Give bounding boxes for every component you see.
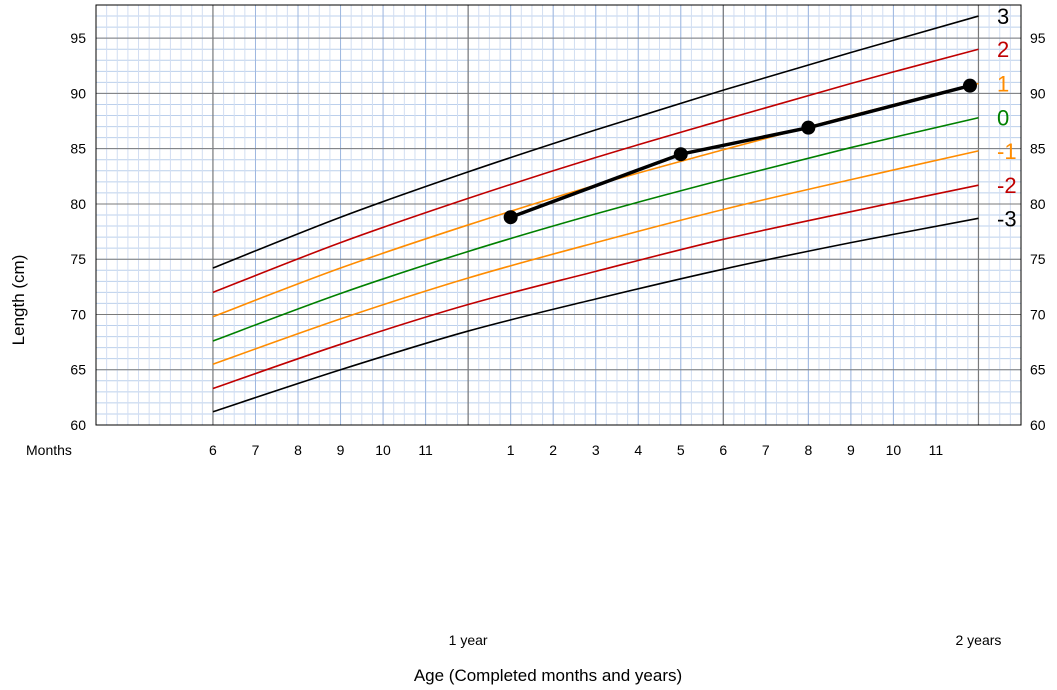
x-year-label: 2 years [956,632,1002,648]
z-label--1: -1 [997,139,1017,164]
x-tick-label: 6 [719,442,727,458]
y-tick-label-left: 95 [70,30,86,46]
y-tick-label-left: 85 [70,141,86,157]
z-label--3: -3 [997,206,1017,231]
y-tick-label-right: 65 [1030,362,1046,378]
y-tick-label-right: 75 [1030,251,1046,267]
x-tick-label: 9 [847,442,855,458]
measurement-line [510,83,971,219]
y-tick-label-right: 85 [1030,141,1046,157]
y-tick-label-left: 80 [70,196,86,212]
y-tick-label-left: 75 [70,251,86,267]
x-axis-title: Age (Completed months and years) [414,666,682,685]
measurement-point [801,120,816,135]
z-label-2: 2 [997,37,1009,62]
plot-frame [95,4,1022,426]
x-tick-label: 10 [375,442,391,458]
x-tick-label: 1 [507,442,515,458]
y-tick-label-right: 80 [1030,196,1046,212]
y-tick-label-right: 60 [1030,417,1046,433]
z-curve--2 [212,184,979,390]
y-tick-label-left: 65 [70,362,86,378]
x-year-label: 1 year [449,632,488,648]
z-label-3: 3 [997,4,1009,29]
x-tick-label: 3 [592,442,600,458]
x-tick-label: 10 [886,442,902,458]
y-tick-label-left: 90 [70,85,86,101]
x-tick-label: 4 [634,442,642,458]
z-label--2: -2 [997,173,1017,198]
x-tick-label: 8 [804,442,812,458]
x-tick-label: 9 [337,442,345,458]
x-tick-label: 8 [294,442,302,458]
y-axis-title: Length (cm) [9,255,28,346]
y-tick-label-right: 70 [1030,306,1046,322]
x-tick-label: 2 [549,442,557,458]
grid-layer [95,4,1022,426]
y-tick-label-right: 90 [1030,85,1046,101]
x-tick-label: 11 [418,442,433,458]
z-curve--1 [212,150,979,365]
measurement-point [503,210,518,225]
z-curve-0 [212,116,979,342]
measurement-point [673,147,688,162]
y-tick-label-right: 95 [1030,30,1046,46]
x-tick-label: 6 [209,442,217,458]
y-tick-label-left: 70 [70,306,86,322]
x-tick-label: 7 [762,442,770,458]
z-curve--3 [212,217,979,413]
measurement-point [962,78,977,93]
z-curve-2 [212,48,979,294]
x-tick-label: 11 [929,442,944,458]
measurement-series [503,78,977,225]
x-tick-label: 5 [677,442,685,458]
z-label-1: 1 [997,71,1009,96]
y-tick-label-left: 60 [70,417,86,433]
x-tick-label: 7 [252,442,260,458]
z-curve-3 [212,15,979,269]
months-row-label: Months [26,442,72,458]
z-label-0: 0 [997,106,1009,131]
